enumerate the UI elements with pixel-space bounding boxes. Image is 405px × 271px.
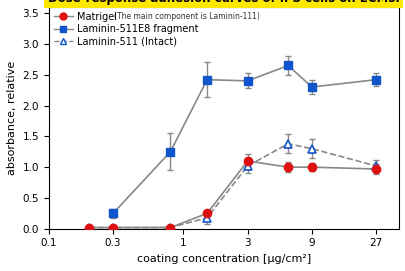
X-axis label: coating concentration [μg/cm²]: coating concentration [μg/cm²] bbox=[136, 254, 310, 264]
Y-axis label: absorbance, relative: absorbance, relative bbox=[7, 61, 17, 175]
Text: Dose-response adhesion curves of iPS cells on ECMs.: Dose-response adhesion curves of iPS cel… bbox=[48, 0, 399, 5]
Text: (The main component is Laminin-111): (The main component is Laminin-111) bbox=[113, 12, 259, 21]
Legend: Matrigel, Laminin-511E8 fragment, Laminin-511 (Intact): Matrigel, Laminin-511E8 fragment, Lamini… bbox=[51, 10, 200, 49]
